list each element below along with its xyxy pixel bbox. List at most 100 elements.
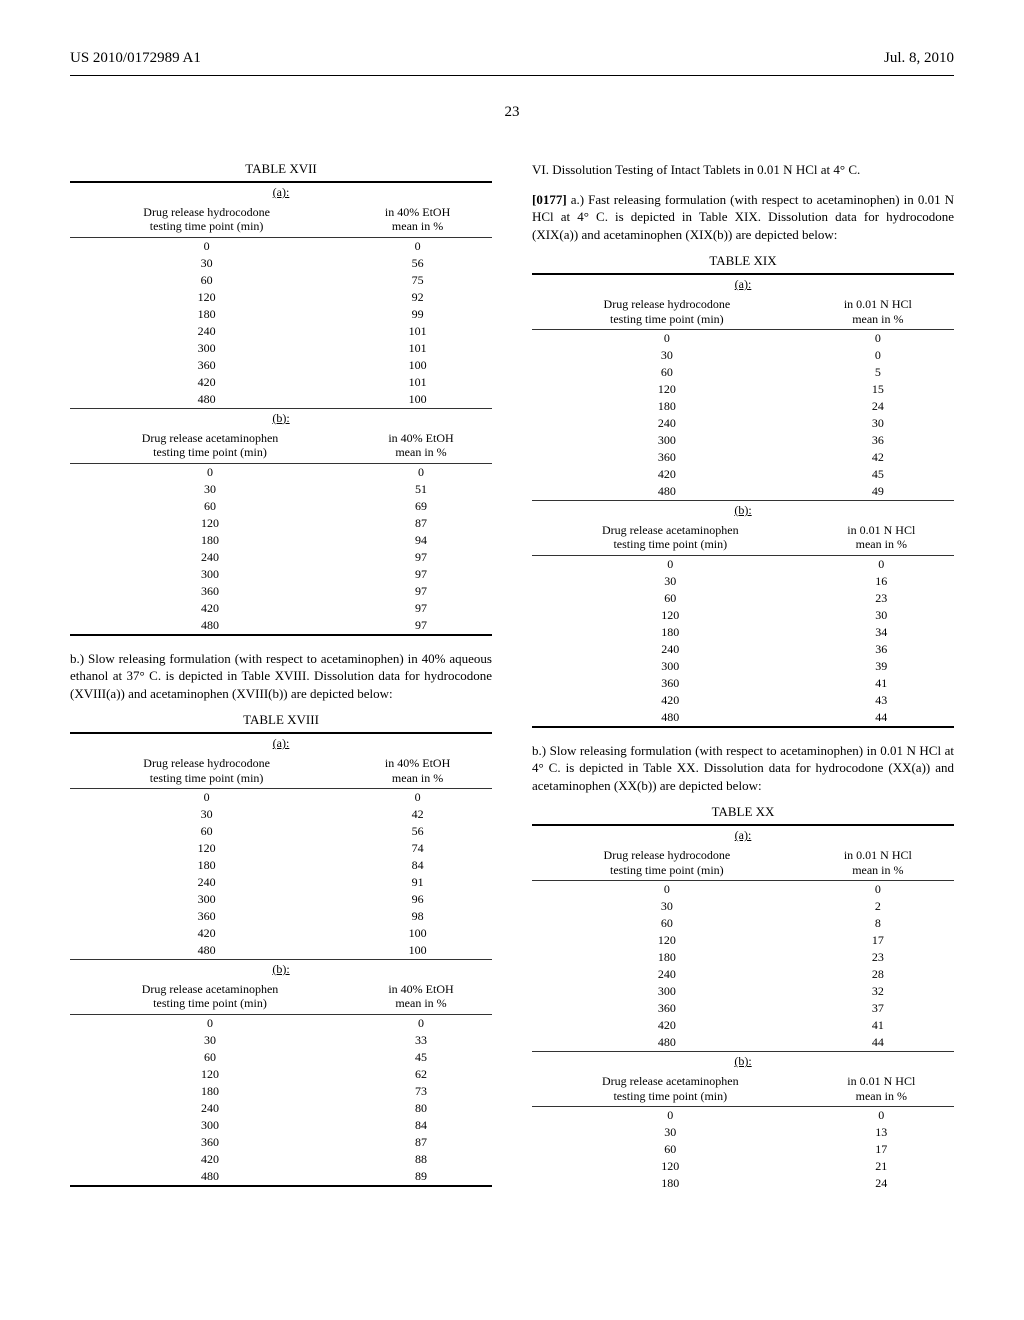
table-row: 18099 bbox=[70, 306, 492, 323]
table-cell: 360 bbox=[532, 1000, 802, 1017]
table-row: 48049 bbox=[532, 483, 954, 501]
col-header: in 0.01 N HCl mean in % bbox=[802, 294, 954, 329]
table-xviii-a: (a): Drug release hydrocodone testing ti… bbox=[70, 732, 492, 960]
table-cell: 60 bbox=[70, 823, 343, 840]
table-cell: 30 bbox=[532, 573, 809, 590]
table-cell: 360 bbox=[70, 583, 350, 600]
table-xviii: TABLE XVIII (a): Drug release hydrocodon… bbox=[70, 712, 492, 1187]
table-row: 12015 bbox=[532, 381, 954, 398]
table-cell: 21 bbox=[809, 1158, 954, 1175]
table-row: 42097 bbox=[70, 600, 492, 617]
table-row: 00 bbox=[70, 1014, 492, 1032]
table-row: 420101 bbox=[70, 374, 492, 391]
table-cell: 180 bbox=[532, 949, 802, 966]
sub-label: (b): bbox=[70, 409, 492, 428]
table-title: TABLE XVIII bbox=[70, 712, 492, 728]
table-row: 6023 bbox=[532, 590, 954, 607]
table-cell: 0 bbox=[802, 329, 954, 347]
col-header: in 0.01 N HCl mean in % bbox=[809, 520, 954, 555]
table-cell: 60 bbox=[70, 1049, 350, 1066]
table-row: 48097 bbox=[70, 617, 492, 635]
table-cell: 420 bbox=[532, 1017, 802, 1034]
table-cell: 88 bbox=[350, 1151, 492, 1168]
table-cell: 420 bbox=[70, 1151, 350, 1168]
sub-label: (b): bbox=[70, 960, 492, 979]
table-cell: 44 bbox=[809, 709, 954, 727]
table-row: 00 bbox=[70, 237, 492, 255]
table-cell: 360 bbox=[532, 449, 802, 466]
table-cell: 41 bbox=[802, 1017, 954, 1034]
table-row: 30096 bbox=[70, 891, 492, 908]
table-row: 480100 bbox=[70, 391, 492, 409]
table-row: 00 bbox=[532, 329, 954, 347]
table-xix-a: (a): Drug release hydrocodone testing ti… bbox=[532, 273, 954, 501]
page-header: US 2010/0172989 A1 Jul. 8, 2010 bbox=[70, 50, 954, 67]
table-title: TABLE XVII bbox=[70, 161, 492, 177]
paragraph: b.) Slow releasing formulation (with res… bbox=[70, 650, 492, 703]
table-cell: 24 bbox=[802, 398, 954, 415]
table-cell: 84 bbox=[350, 1117, 492, 1134]
table-row: 42043 bbox=[532, 692, 954, 709]
table-cell: 60 bbox=[532, 915, 802, 932]
table-cell: 120 bbox=[70, 289, 343, 306]
table-cell: 60 bbox=[532, 1141, 809, 1158]
table-row: 42041 bbox=[532, 1017, 954, 1034]
table-row: 608 bbox=[532, 915, 954, 932]
sub-label: (b): bbox=[532, 1052, 954, 1071]
table-row: 12021 bbox=[532, 1158, 954, 1175]
table-cell: 74 bbox=[343, 840, 492, 857]
table-xix: TABLE XIX (a): Drug release hydrocodone … bbox=[532, 253, 954, 728]
table-cell: 480 bbox=[532, 1034, 802, 1052]
table-row: 6045 bbox=[70, 1049, 492, 1066]
table-title: TABLE XIX bbox=[532, 253, 954, 269]
table-row: 6056 bbox=[70, 823, 492, 840]
table-cell: 120 bbox=[70, 840, 343, 857]
table-cell: 84 bbox=[343, 857, 492, 874]
table-cell: 60 bbox=[532, 364, 802, 381]
table-cell: 0 bbox=[350, 463, 492, 481]
table-cell: 30 bbox=[70, 255, 343, 272]
table-row: 240101 bbox=[70, 323, 492, 340]
table-row: 00 bbox=[532, 555, 954, 573]
table-row: 42088 bbox=[70, 1151, 492, 1168]
table-row: 30039 bbox=[532, 658, 954, 675]
table-row: 420100 bbox=[70, 925, 492, 942]
table-cell: 30 bbox=[532, 898, 802, 915]
table-cell: 42 bbox=[802, 449, 954, 466]
col-header: in 0.01 N HCl mean in % bbox=[809, 1071, 954, 1106]
col-header: Drug release acetaminophen testing time … bbox=[532, 1071, 809, 1106]
table-cell: 101 bbox=[343, 323, 492, 340]
col-header: Drug release hydrocodone testing time po… bbox=[532, 294, 802, 329]
table-cell: 87 bbox=[350, 1134, 492, 1151]
table-cell: 98 bbox=[343, 908, 492, 925]
table-xvii-b: (b): Drug release acetaminophen testing … bbox=[70, 409, 492, 636]
table-cell: 420 bbox=[70, 925, 343, 942]
table-cell: 240 bbox=[70, 874, 343, 891]
table-row: 18023 bbox=[532, 949, 954, 966]
table-cell: 24 bbox=[809, 1175, 954, 1192]
sub-label: (a): bbox=[532, 825, 954, 845]
table-row: 12074 bbox=[70, 840, 492, 857]
table-cell: 56 bbox=[343, 823, 492, 840]
table-cell: 300 bbox=[70, 891, 343, 908]
table-row: 24097 bbox=[70, 549, 492, 566]
table-cell: 73 bbox=[350, 1083, 492, 1100]
section-heading: VI. Dissolution Testing of Intact Tablet… bbox=[532, 161, 954, 179]
table-cell: 420 bbox=[532, 466, 802, 483]
paragraph-0177: [0177] a.) Fast releasing formulation (w… bbox=[532, 191, 954, 244]
paragraph-text: a.) Fast releasing formulation (with res… bbox=[532, 192, 954, 242]
publication-number: US 2010/0172989 A1 bbox=[70, 50, 201, 67]
table-row: 36037 bbox=[532, 1000, 954, 1017]
table-row: 24030 bbox=[532, 415, 954, 432]
table-cell: 45 bbox=[350, 1049, 492, 1066]
table-row: 30036 bbox=[532, 432, 954, 449]
table-row: 36041 bbox=[532, 675, 954, 692]
table-cell: 5 bbox=[802, 364, 954, 381]
table-row: 36087 bbox=[70, 1134, 492, 1151]
table-row: 48044 bbox=[532, 1034, 954, 1052]
table-row: 30084 bbox=[70, 1117, 492, 1134]
table-row: 3051 bbox=[70, 481, 492, 498]
table-row: 3033 bbox=[70, 1032, 492, 1049]
table-cell: 240 bbox=[532, 966, 802, 983]
table-cell: 97 bbox=[350, 617, 492, 635]
